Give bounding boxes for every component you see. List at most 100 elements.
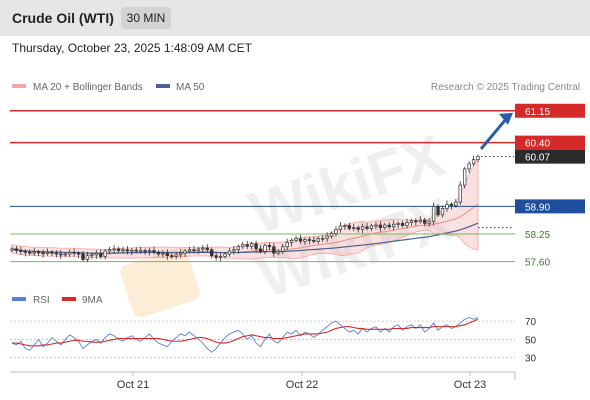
candle — [241, 241, 245, 249]
candle — [316, 236, 320, 244]
candle — [192, 245, 196, 254]
candle-body — [68, 251, 72, 255]
forecast-arrow — [479, 112, 513, 150]
candle-body — [32, 251, 36, 254]
candle — [303, 237, 307, 245]
candle-body — [258, 248, 263, 252]
candle-body — [356, 227, 360, 230]
candle-body — [392, 223, 396, 228]
candle — [81, 251, 85, 262]
candle-body — [50, 251, 54, 254]
candle-body — [427, 220, 431, 224]
candle-body — [139, 250, 143, 252]
candle-body — [418, 219, 422, 223]
candle-body — [178, 252, 183, 256]
candle — [369, 223, 374, 232]
candle — [347, 222, 351, 231]
candle — [289, 238, 294, 247]
candle — [414, 217, 418, 226]
candle — [285, 238, 289, 251]
candle-body — [223, 253, 227, 257]
ma50-path — [11, 222, 479, 255]
candle — [68, 249, 72, 257]
resistance-tag-60.40 — [515, 135, 585, 150]
x-tick-label-0: Oct 21 — [117, 379, 149, 391]
candle — [227, 248, 232, 257]
candle — [134, 247, 138, 254]
candle-body — [81, 253, 85, 260]
candle — [85, 251, 90, 263]
candle — [383, 222, 387, 230]
candle — [445, 200, 449, 212]
candle — [183, 248, 187, 258]
candle — [156, 250, 161, 257]
candle — [343, 223, 347, 230]
candle-body — [23, 251, 27, 253]
candle-body — [134, 249, 138, 252]
timeframe-badge[interactable]: 30 MIN — [121, 7, 171, 29]
candle — [45, 248, 50, 256]
candle — [205, 244, 209, 252]
candle-body — [303, 239, 307, 242]
candle-body — [218, 256, 223, 258]
candle-body — [112, 248, 116, 251]
candle-body — [378, 224, 383, 228]
rsi-ma-line — [12, 318, 479, 347]
x-tick-label-2: Oct 23 — [454, 379, 486, 391]
candle-body — [360, 226, 365, 230]
resistance-tag-61.15 — [515, 103, 585, 118]
candle-body — [161, 252, 165, 255]
candle-body — [183, 250, 187, 254]
candle — [272, 242, 276, 258]
candle — [170, 253, 174, 259]
candle-body — [254, 243, 258, 250]
candle-body — [338, 225, 343, 230]
candle-body — [205, 247, 209, 251]
candle-body — [45, 251, 50, 254]
candle-body — [147, 250, 152, 252]
candle-body — [174, 254, 178, 257]
candle-body — [458, 184, 462, 203]
candle-body — [267, 245, 272, 248]
candle — [338, 222, 343, 233]
candle — [36, 249, 41, 257]
candle — [312, 236, 316, 244]
candle-body — [121, 249, 125, 252]
candle-body — [365, 226, 369, 229]
rsi-tick-labels: 70 50 30 — [525, 317, 537, 365]
rsi-ma-legend-label: 9MA — [82, 295, 103, 306]
candle-body — [187, 249, 192, 252]
candle-body — [454, 201, 458, 206]
candle-body — [343, 225, 347, 227]
candle — [320, 235, 325, 243]
candle — [458, 181, 462, 205]
candle-body — [107, 249, 112, 252]
candle — [476, 154, 480, 163]
candle-body — [59, 253, 63, 256]
last-price-label: 60.07 — [525, 153, 550, 164]
candle — [23, 249, 27, 257]
candle-body — [281, 246, 285, 252]
candle — [334, 226, 338, 237]
candle — [298, 234, 303, 244]
candle — [232, 245, 236, 255]
forecast-arrow-head — [499, 112, 513, 125]
candle-body — [152, 250, 156, 253]
candle — [374, 222, 378, 230]
rsi-legend-label: RSI — [33, 295, 50, 306]
candle — [423, 217, 427, 227]
candle-body — [272, 246, 276, 254]
candle — [196, 246, 201, 254]
candle-body — [130, 249, 134, 252]
candle — [294, 235, 298, 243]
rsi-grid — [10, 320, 515, 359]
source-credit: Research © 2025 Trading Central — [431, 82, 580, 93]
candle — [19, 246, 23, 255]
candle — [360, 223, 365, 234]
target-label-57.60: 57.60 — [525, 258, 550, 269]
candle-body — [201, 247, 205, 250]
candle — [187, 246, 192, 254]
candle-body — [289, 240, 294, 243]
